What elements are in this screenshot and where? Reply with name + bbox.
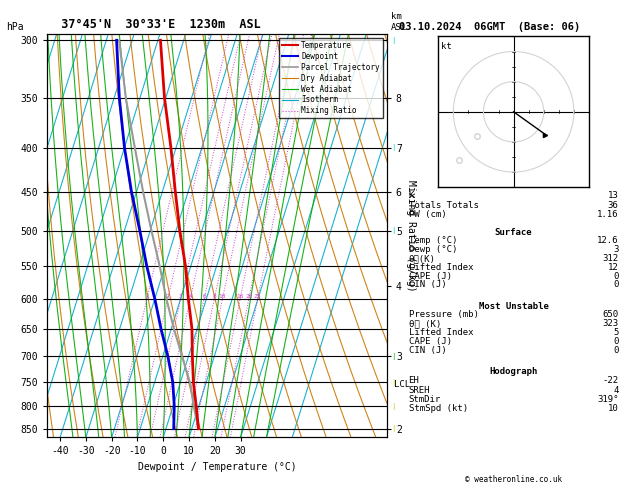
Text: Surface: Surface (495, 228, 532, 237)
Text: Pressure (mb): Pressure (mb) (409, 311, 479, 319)
Text: |: | (392, 379, 394, 385)
Text: 4: 4 (613, 385, 618, 395)
Text: 37°45'N  30°33'E  1230m  ASL: 37°45'N 30°33'E 1230m ASL (47, 18, 261, 32)
Text: Lifted Index: Lifted Index (409, 263, 473, 272)
Text: 650: 650 (603, 311, 618, 319)
Text: StmDir: StmDir (409, 395, 441, 404)
Text: 10: 10 (219, 294, 226, 299)
Text: 20: 20 (245, 294, 253, 299)
Text: © weatheronline.co.uk: © weatheronline.co.uk (465, 474, 562, 484)
Text: 319°: 319° (597, 395, 618, 404)
Text: hPa: hPa (6, 21, 24, 32)
Y-axis label: Mixing Ratio (g/kg): Mixing Ratio (g/kg) (406, 180, 416, 292)
Text: 16: 16 (237, 294, 244, 299)
Text: 3: 3 (179, 294, 182, 299)
Legend: Temperature, Dewpoint, Parcel Trajectory, Dry Adiabat, Wet Adiabat, Isotherm, Mi: Temperature, Dewpoint, Parcel Trajectory… (279, 38, 383, 119)
Text: K: K (409, 191, 414, 200)
Text: |: | (392, 402, 394, 410)
Text: 36: 36 (608, 201, 618, 209)
Text: 10: 10 (608, 404, 618, 413)
Text: CIN (J): CIN (J) (409, 346, 446, 355)
Text: 312: 312 (603, 254, 618, 263)
Text: Lifted Index: Lifted Index (409, 329, 473, 337)
Text: SREH: SREH (409, 385, 430, 395)
Text: PW (cm): PW (cm) (409, 210, 446, 219)
Text: Hodograph: Hodograph (489, 367, 538, 376)
Text: 5: 5 (613, 329, 618, 337)
Text: |: | (392, 425, 394, 432)
Text: LCL: LCL (394, 380, 409, 389)
Text: -22: -22 (603, 376, 618, 385)
Text: Most Unstable: Most Unstable (479, 302, 548, 311)
Text: Totals Totals: Totals Totals (409, 201, 479, 209)
Text: 4: 4 (188, 294, 192, 299)
Text: Dewp (°C): Dewp (°C) (409, 245, 457, 254)
Text: |: | (392, 353, 394, 360)
Text: θᴇ (K): θᴇ (K) (409, 319, 441, 329)
Text: 8: 8 (213, 294, 216, 299)
Text: 25: 25 (254, 294, 262, 299)
Text: 0: 0 (613, 272, 618, 280)
Text: 2: 2 (166, 294, 170, 299)
Text: 6: 6 (203, 294, 206, 299)
X-axis label: Dewpoint / Temperature (°C): Dewpoint / Temperature (°C) (138, 462, 296, 472)
Text: Temp (°C): Temp (°C) (409, 236, 457, 245)
Text: 0: 0 (613, 346, 618, 355)
Text: 0: 0 (613, 337, 618, 346)
Text: 03.10.2024  06GMT  (Base: 06): 03.10.2024 06GMT (Base: 06) (399, 21, 581, 32)
Text: CAPE (J): CAPE (J) (409, 272, 452, 280)
Text: 323: 323 (603, 319, 618, 329)
Text: 13: 13 (608, 191, 618, 200)
Text: |: | (392, 227, 394, 234)
Text: 3: 3 (613, 245, 618, 254)
Text: 0: 0 (613, 280, 618, 290)
Text: |: | (392, 37, 394, 44)
Text: km
ASL: km ASL (391, 12, 408, 32)
Text: 1: 1 (145, 294, 149, 299)
Text: |: | (392, 144, 394, 151)
Text: StmSpd (kt): StmSpd (kt) (409, 404, 468, 413)
Text: CIN (J): CIN (J) (409, 280, 446, 290)
Text: 12: 12 (608, 263, 618, 272)
Text: kt: kt (442, 42, 452, 52)
Text: CAPE (J): CAPE (J) (409, 337, 452, 346)
Text: θᴇ(K): θᴇ(K) (409, 254, 435, 263)
Text: EH: EH (409, 376, 420, 385)
Text: 1.16: 1.16 (597, 210, 618, 219)
Text: 12.6: 12.6 (597, 236, 618, 245)
